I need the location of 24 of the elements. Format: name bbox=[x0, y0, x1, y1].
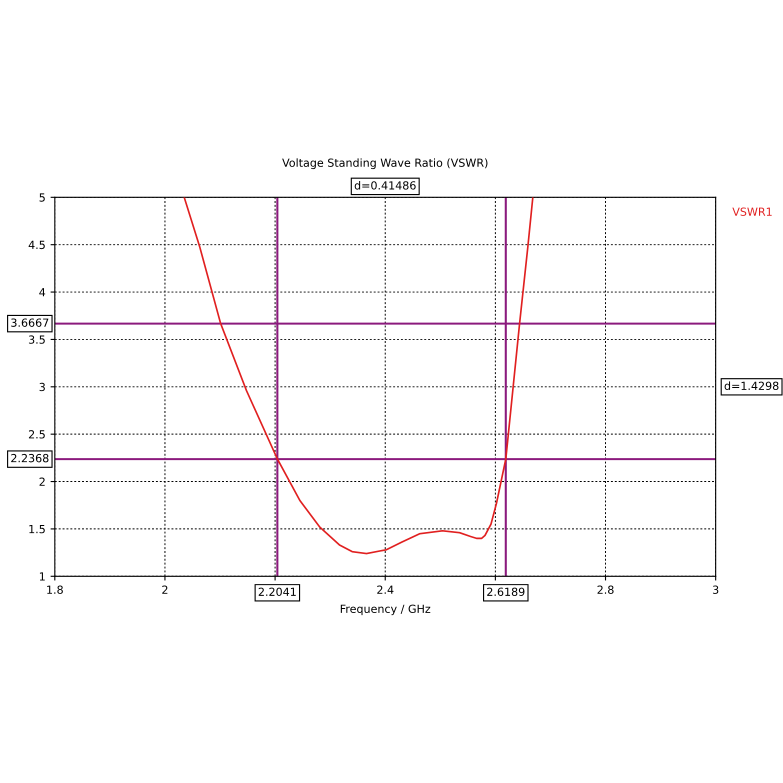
x-tick-label: 2.4 bbox=[377, 586, 394, 594]
ref-line-label: 2.6189 bbox=[487, 588, 524, 596]
y-tick-label: 2 bbox=[40, 478, 45, 486]
y-tick-label: 5 bbox=[40, 193, 45, 202]
ref-line-label: 3.6667 bbox=[11, 318, 48, 327]
y-tick-label: 1.5 bbox=[29, 525, 45, 534]
x-tick-label: 3 bbox=[712, 586, 718, 594]
y-tick-label: 4 bbox=[39, 288, 46, 296]
y-tick-label: 2.5 bbox=[28, 430, 45, 439]
x-tick-label: 2.8 bbox=[598, 586, 614, 594]
y-tick-label: 1 bbox=[40, 572, 45, 581]
text: d=0.41486 bbox=[354, 181, 416, 190]
x-tick-label: 2 bbox=[162, 586, 168, 594]
y-tick-label: 3 bbox=[40, 382, 45, 392]
x-axis-title: Frequency / GHz bbox=[340, 604, 430, 616]
text: d=1.4298 bbox=[724, 381, 778, 390]
text: VSWR1 bbox=[732, 208, 772, 216]
y-tick-label: 3.5 bbox=[28, 335, 45, 344]
chart-title: Voltage Standing Wave Ratio (VSWR) bbox=[282, 158, 488, 170]
x-tick-label: 1.8 bbox=[47, 586, 63, 594]
ref-line-label: 2.2368 bbox=[11, 454, 48, 462]
ref-line-label: 2.2041 bbox=[258, 588, 296, 596]
line-series bbox=[183, 197, 534, 554]
y-tick-label: 4.5 bbox=[28, 240, 45, 250]
